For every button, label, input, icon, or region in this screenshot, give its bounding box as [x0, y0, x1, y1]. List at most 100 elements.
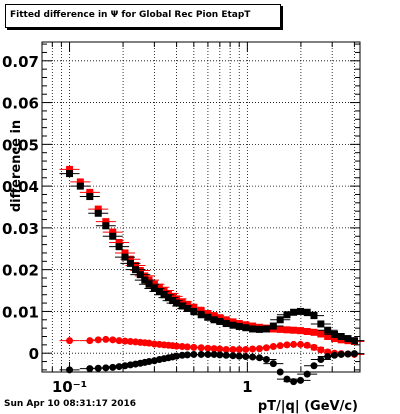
data-point [94, 209, 102, 217]
data-point [216, 317, 224, 325]
labels-layer: 0 0.01 0.02 0.03 0.04 0.05 0.06 0.07 10⁻¹ 1 [2, 53, 253, 396]
grid-layer [41, 42, 360, 372]
data-point [310, 312, 318, 320]
x-tick-label: 10⁻¹ [52, 378, 87, 396]
data-point [155, 283, 163, 291]
data-point [235, 322, 243, 330]
x-tick-label: 1 [242, 378, 252, 396]
data-point [121, 253, 129, 261]
data-point [160, 287, 168, 295]
data-point [102, 222, 110, 230]
date-stamp: Sun Apr 10 08:31:17 2016 [4, 399, 137, 409]
data-point [310, 343, 318, 351]
title-box: Fitted difference in Ψ for Global Rec Pi… [5, 4, 281, 28]
data-point [324, 353, 332, 361]
data-point [126, 255, 134, 263]
data-point [141, 276, 149, 284]
data-point [109, 232, 117, 240]
data-point [126, 259, 134, 267]
data-point [276, 316, 284, 324]
data-point [136, 271, 144, 279]
data-point [115, 243, 123, 251]
y-tick-label: 0.04 [2, 178, 39, 196]
data-point [222, 320, 230, 328]
y-axis-label: difference in [9, 120, 24, 212]
data-point [317, 355, 325, 363]
data-point [173, 299, 181, 307]
data-point [262, 355, 270, 363]
data-point [269, 343, 277, 351]
data-point [178, 298, 186, 306]
data-point [169, 297, 177, 305]
data-point [183, 300, 191, 308]
data-point [297, 307, 305, 315]
data-point [190, 307, 198, 315]
data-point [262, 344, 270, 352]
data-point [210, 316, 218, 324]
data-point [330, 335, 338, 343]
data-point [330, 330, 338, 338]
data-point [115, 363, 123, 371]
data-point [66, 170, 74, 178]
data-point [229, 321, 237, 329]
data-point [330, 351, 338, 359]
chart-title: Fitted difference in Ψ for Global Rec Pi… [10, 10, 251, 20]
data-point [350, 337, 358, 345]
data-point [66, 337, 74, 345]
data-point [169, 292, 177, 300]
y-tick-label: 0 [29, 345, 39, 363]
data-point [197, 311, 205, 319]
data-point [303, 308, 311, 316]
data-point [324, 326, 332, 334]
data-point [197, 307, 205, 315]
y-tick-label: 0.02 [2, 262, 39, 280]
data-point [150, 284, 158, 292]
data-point [255, 354, 263, 362]
data-point [344, 335, 352, 343]
data-point [160, 291, 168, 299]
data-point [310, 328, 318, 336]
data-point [86, 193, 94, 201]
y-tick-label: 0.07 [2, 53, 39, 71]
y-tick-label: 0.05 [2, 136, 39, 154]
data-point [317, 320, 325, 328]
data-point [115, 239, 123, 247]
y-tick-label: 0.01 [2, 303, 39, 321]
data-point [190, 303, 198, 311]
data-point [269, 322, 277, 330]
data-point [109, 363, 117, 371]
data-point [216, 314, 224, 322]
data-point [283, 375, 291, 383]
data-point [204, 313, 212, 321]
data-point [283, 311, 291, 319]
data-point [66, 165, 74, 173]
data-point [183, 305, 191, 313]
data-point [132, 261, 140, 269]
data-point [76, 182, 84, 190]
data-point [222, 316, 230, 324]
data-point [317, 330, 325, 338]
data-point [297, 327, 305, 335]
ticks-layer [41, 42, 360, 372]
data-point [155, 287, 163, 295]
data-point [141, 272, 149, 280]
data-point [145, 280, 153, 288]
data-point [94, 205, 102, 213]
data-point [297, 376, 305, 384]
data-point [164, 294, 172, 302]
data-point [121, 249, 129, 257]
data-point [86, 188, 94, 196]
data-point [178, 302, 186, 310]
data-point [269, 360, 277, 368]
x-axis-label: pT/|q| (GeV/c) [258, 399, 358, 414]
data-point [324, 332, 332, 340]
data-point [102, 218, 110, 226]
data-point [249, 353, 257, 361]
data-point [297, 340, 305, 348]
data-point [310, 362, 318, 370]
data-point [76, 178, 84, 186]
data-point [290, 308, 298, 316]
data-point [255, 345, 263, 353]
marks-layer [59, 165, 365, 386]
